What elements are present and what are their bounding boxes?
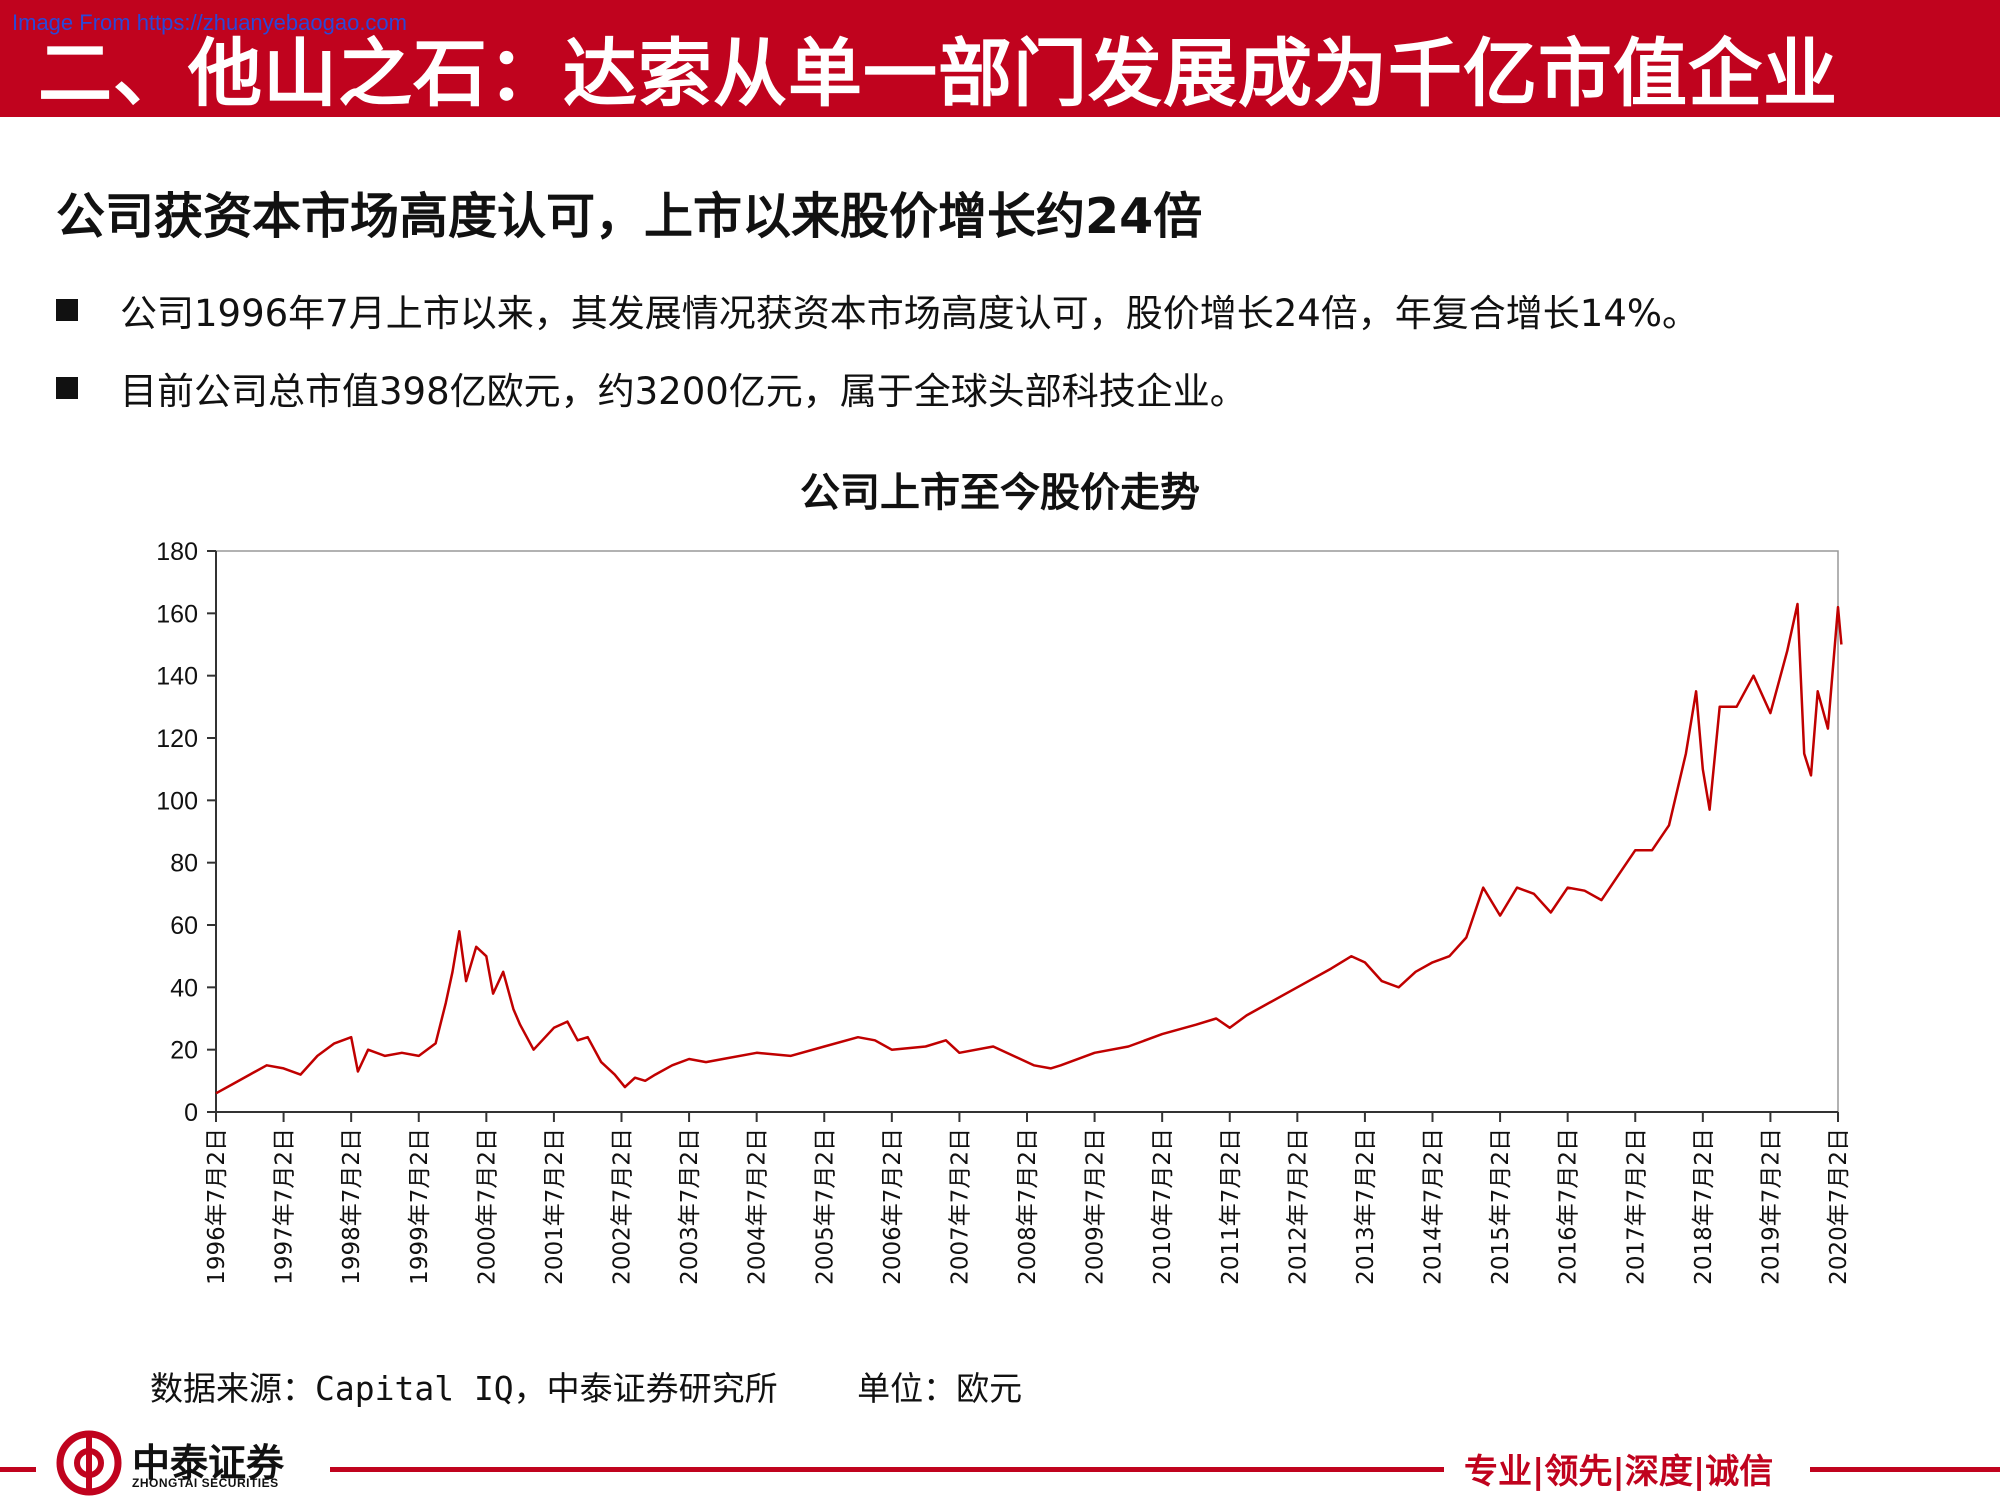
x-tick-label: 2003年7月2日 xyxy=(677,1128,703,1285)
section-subtitle: 公司获资本市场高度认可，上市以来股价增长约24倍 xyxy=(56,188,1203,245)
header-bar: 二、他山之石：达索从单一部门发展成为千亿市值企业 xyxy=(0,0,2000,117)
x-tick-label: 2015年7月2日 xyxy=(1488,1128,1514,1285)
footer-divider xyxy=(0,1467,36,1472)
x-tick-label: 2006年7月2日 xyxy=(880,1128,906,1285)
x-tick-label: 2016年7月2日 xyxy=(1556,1128,1582,1285)
y-tick-label: 120 xyxy=(156,725,198,753)
y-tick-label: 180 xyxy=(156,538,198,566)
y-tick-label: 100 xyxy=(156,787,198,815)
plot-area-frame xyxy=(215,550,1839,1113)
x-tick-label: 2007年7月2日 xyxy=(947,1128,973,1285)
x-tick-label: 2020年7月2日 xyxy=(1826,1128,1852,1285)
y-tick-label: 20 xyxy=(170,1037,198,1065)
x-tick-label: 2004年7月2日 xyxy=(745,1128,771,1285)
x-tick-label: 1997年7月2日 xyxy=(272,1128,298,1285)
x-tick-label: 2002年7月2日 xyxy=(610,1128,636,1285)
company-logo-text: 中泰证券 xyxy=(132,1441,285,1485)
y-tick-label: 160 xyxy=(156,600,198,628)
footer-divider xyxy=(1810,1467,2000,1472)
stock-price-line xyxy=(215,602,1843,1095)
y-tick-label: 60 xyxy=(170,912,198,940)
source-note: 数据来源：Capital IQ，中泰证券研究所 单位：欧元 xyxy=(150,1369,1023,1408)
y-tick-label: 40 xyxy=(170,974,198,1002)
page-title: 二、他山之石：达索从单一部门发展成为千亿市值企业 xyxy=(38,31,1838,117)
x-tick-label: 1996年7月2日 xyxy=(204,1128,230,1285)
company-logo-english: ZHONGTAI SECURITIES xyxy=(132,1476,279,1490)
x-tick-label: 2014年7月2日 xyxy=(1421,1128,1447,1285)
footer-divider xyxy=(330,1467,1444,1472)
x-tick-label: 2010年7月2日 xyxy=(1150,1128,1176,1285)
bullet-square-icon xyxy=(56,299,78,321)
x-tick-label: 2011年7月2日 xyxy=(1218,1128,1244,1285)
x-tick-label: 2005年7月2日 xyxy=(812,1128,838,1285)
y-tick-label: 80 xyxy=(170,850,198,878)
x-tick-label: 2019年7月2日 xyxy=(1758,1128,1784,1285)
bullet-item: 目前公司总市值398亿欧元，约3200亿元，属于全球头部科技企业。 xyxy=(56,361,1247,415)
x-tick-label: 1999年7月2日 xyxy=(407,1128,433,1285)
x-tick-label: 2012年7月2日 xyxy=(1285,1128,1311,1285)
bullet-text: 目前公司总市值398亿欧元，约3200亿元，属于全球头部科技企业。 xyxy=(120,370,1247,413)
footer-slogan: 专业|领先|深度|诚信 xyxy=(1464,1452,1774,1492)
x-tick-label: 2017年7月2日 xyxy=(1623,1128,1649,1285)
x-tick-label: 2000年7月2日 xyxy=(474,1128,500,1285)
x-tick-label: 2018年7月2日 xyxy=(1691,1128,1717,1285)
x-tick-label: 2008年7月2日 xyxy=(1015,1128,1041,1285)
chart-title: 公司上市至今股价走势 xyxy=(800,470,1200,516)
x-tick-label: 2001年7月2日 xyxy=(542,1128,568,1285)
bullet-square-icon xyxy=(56,377,78,399)
bullet-item: 公司1996年7月上市以来，其发展情况获资本市场高度认可，股价增长24倍，年复合… xyxy=(56,283,1699,337)
x-tick-label: 2013年7月2日 xyxy=(1353,1128,1379,1285)
bullet-text: 公司1996年7月上市以来，其发展情况获资本市场高度认可，股价增长24倍，年复合… xyxy=(120,292,1700,335)
y-tick-label: 140 xyxy=(156,663,198,691)
x-tick-label: 1998年7月2日 xyxy=(339,1128,365,1285)
zhongtai-logo-icon xyxy=(56,1430,122,1496)
watermark-text: Image From https://zhuanyebaogao.com xyxy=(12,10,407,35)
x-tick-label: 2009年7月2日 xyxy=(1083,1128,1109,1285)
y-tick-label: 0 xyxy=(184,1099,198,1127)
